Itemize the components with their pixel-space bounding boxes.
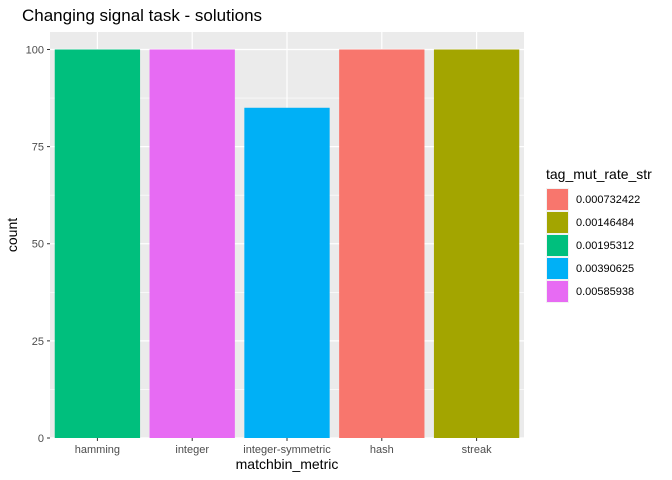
legend-swatch [547, 281, 568, 302]
x-tick-label: hash [370, 444, 394, 456]
chart-title: Changing signal task - solutions [22, 6, 262, 25]
y-axis-title: count [4, 218, 20, 252]
bar-integer [149, 49, 235, 439]
legend-label: 0.00390625 [576, 263, 634, 275]
bars [54, 49, 520, 439]
y-tick-label: 50 [32, 239, 44, 251]
x-axis-title: matchbin_metric [236, 456, 339, 472]
y-tick-label: 0 [38, 433, 44, 445]
legend-swatch [547, 189, 568, 210]
legend-title: tag_mut_rate_str [546, 166, 652, 182]
y-tick-label: 25 [32, 336, 44, 348]
x-tick-label: hamming [75, 444, 120, 456]
legend: tag_mut_rate_str 0.000732422 0.00146484 0.… [546, 166, 652, 303]
legend-swatch [547, 258, 568, 279]
y-tick-label: 100 [26, 44, 44, 56]
x-tick-label: integer [175, 444, 209, 456]
bar-hamming [54, 49, 141, 439]
y-axis: 0 25 50 75 100 [26, 44, 50, 445]
x-tick-label: streak [462, 444, 492, 456]
legend-swatch [547, 212, 568, 233]
legend-label: 0.00146484 [576, 217, 634, 229]
legend-label: 0.00585938 [576, 286, 634, 298]
bar-hash [339, 49, 425, 439]
legend-swatch [547, 235, 568, 256]
y-tick-label: 75 [32, 142, 44, 154]
legend-label: 0.000732422 [576, 194, 640, 206]
x-tick-label: integer-symmetric [243, 444, 331, 456]
legend-label: 0.00195312 [576, 240, 634, 252]
x-axis: hamming integer integer-symmetric hash strea… [75, 438, 492, 456]
bar-streak [433, 49, 520, 439]
bar-integer-symmetric [244, 107, 330, 438]
